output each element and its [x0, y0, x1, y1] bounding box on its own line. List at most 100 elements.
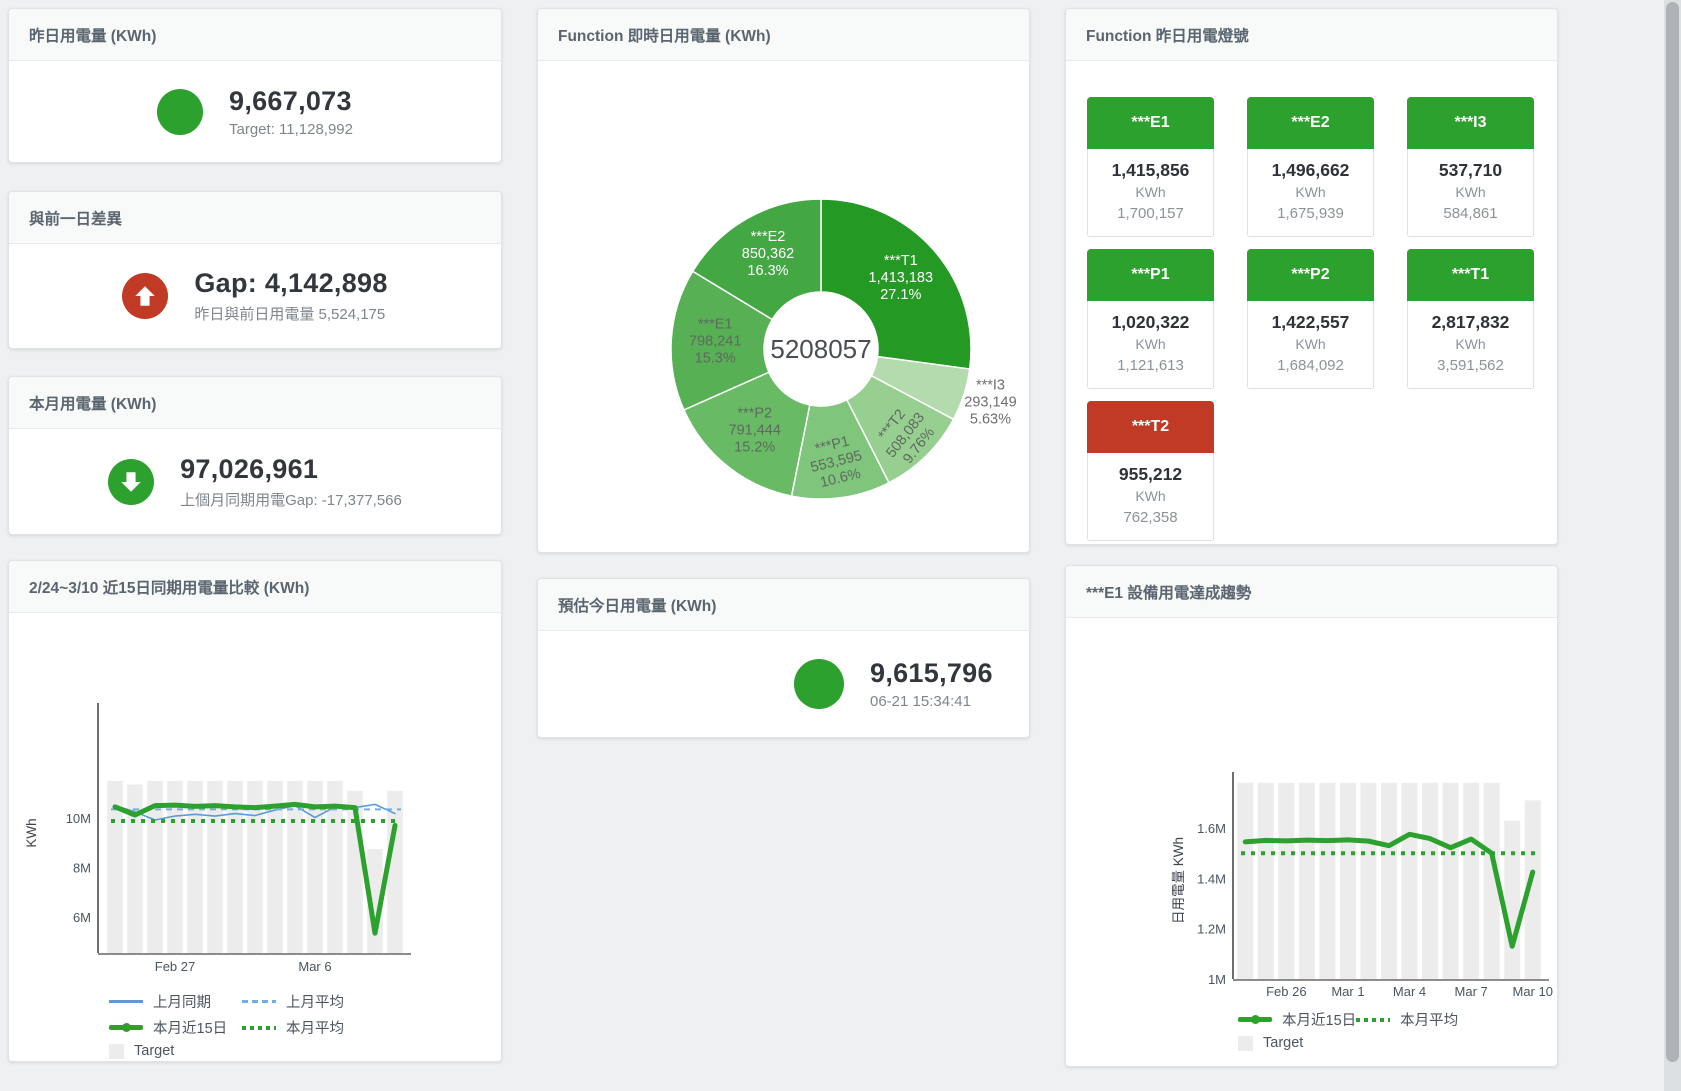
legend-entry-Target[interactable]: Target	[109, 1043, 242, 1059]
target-bar[interactable]	[1483, 782, 1500, 979]
card-title-trend: ***E1 設備用電達成趨勢	[1066, 566, 1557, 618]
vertical-scrollbar[interactable]	[1664, 0, 1681, 1091]
green-status-circle-icon	[157, 88, 203, 135]
series-line[interactable]	[1242, 831, 1536, 949]
target-bar[interactable]	[1463, 782, 1480, 979]
legend-swatch-thick-icon	[1238, 1015, 1272, 1024]
tile-unit: KWh	[1135, 488, 1166, 504]
status-tiles-grid: ***E1 1,415,856 KWh 1,700,157 ***E2 1,496,662…	[1066, 61, 1557, 541]
donut-slice-P2[interactable]	[682, 371, 811, 497]
y-tick-label: 1.4M	[1197, 871, 1226, 886]
target-bar[interactable]	[1319, 782, 1336, 979]
target-bar[interactable]	[187, 780, 203, 953]
legend-swatch-thick-icon	[109, 1023, 143, 1032]
target-bar[interactable]	[167, 780, 183, 953]
card-title-text: 2/24~3/10 近15日同期用電量比較 (KWh)	[29, 579, 310, 597]
tile-header: ***T1	[1407, 249, 1534, 301]
target-bar[interactable]	[107, 780, 123, 953]
legend-row: 上月同期 上月平均	[109, 991, 501, 1012]
status-tile-T1: ***T1 2,817,832 KWh 3,591,562	[1407, 249, 1534, 389]
legend-label: 上月同期	[153, 995, 211, 1011]
legend-label: 本月平均	[286, 1021, 344, 1037]
donut-slice-label: ***E1 798,241 15.3%	[689, 316, 741, 366]
target-bar[interactable]	[367, 848, 383, 953]
legend-entry-本月近15日[interactable]: 本月近15日	[109, 1017, 242, 1038]
estimate-timestamp: 06-21 15:34:41	[870, 693, 971, 710]
yesterday-target-caption: Target: 11,128,992	[229, 120, 353, 138]
target-bar[interactable]	[147, 780, 163, 953]
gap-value: Gap: 4,142,898	[194, 268, 388, 298]
donut-slice-E1[interactable]	[670, 270, 774, 411]
donut-slice-label: ***P2 791,444 15.2%	[729, 406, 781, 456]
target-bar[interactable]	[267, 780, 283, 953]
status-tile-I3: ***I3 537,710 KWh 584,861	[1407, 97, 1534, 237]
legend-swatch-dotted-icon	[242, 1025, 276, 1030]
target-bar[interactable]	[1524, 800, 1541, 979]
legend-row: Target	[109, 1043, 501, 1059]
target-bar[interactable]	[1278, 782, 1295, 979]
card-status-lights: Function 昨日用電燈號 ***E1 1,415,856 KWh 1,700,1…	[1065, 8, 1558, 545]
target-bar[interactable]	[127, 784, 143, 953]
scrollbar-thumb[interactable]	[1666, 2, 1679, 1062]
legend-row: 本月近15日 本月平均	[109, 1017, 501, 1038]
target-bar[interactable]	[1381, 782, 1397, 979]
card-month-usage: 本月用電量 (KWh) 97,026,961 上個月同期用電Gap: -17,3…	[8, 376, 502, 535]
gap-caption: 昨日與前日用電量 5,524,175	[194, 306, 386, 323]
donut-slice-E2[interactable]	[691, 198, 822, 321]
legend-entry-上月平均[interactable]: 上月平均	[242, 991, 375, 1012]
target-bar[interactable]	[1237, 782, 1254, 979]
tile-value: 1,422,557	[1271, 312, 1350, 332]
donut-slice-label: ***E2 850,362 16.3%	[742, 229, 794, 279]
status-tile-P2: ***P2 1,422,557 KWh 1,684,092	[1247, 249, 1374, 389]
tile-header: ***E1	[1087, 97, 1214, 149]
legend-entry-上月同期[interactable]: 上月同期	[109, 991, 242, 1012]
legend-row: Target	[1238, 1035, 1557, 1051]
target-bar[interactable]	[307, 780, 323, 953]
status-tile-E2: ***E2 1,496,662 KWh 1,675,939	[1247, 97, 1374, 237]
series-line[interactable]	[112, 801, 398, 936]
x-tick-label: Mar 10	[1512, 984, 1552, 999]
target-bar[interactable]	[327, 780, 343, 953]
card-realtime-donut: Function 即時日用電量 (KWh) ***T1 1,413,183 27.1…	[537, 8, 1030, 553]
donut-chart[interactable]: ***T1 1,413,183 27.1% ***I3 293,149 5.63% ***T…	[538, 61, 1031, 554]
target-bar[interactable]	[207, 780, 223, 953]
target-bar[interactable]	[387, 790, 403, 953]
legend-label: 上月平均	[286, 995, 344, 1011]
tile-unit: KWh	[1295, 336, 1326, 352]
tile-header: ***P1	[1087, 249, 1214, 301]
donut-slice-T1[interactable]	[820, 198, 972, 370]
target-bar[interactable]	[1339, 782, 1356, 979]
target-bar[interactable]	[1298, 782, 1315, 979]
target-bar[interactable]	[1257, 782, 1274, 979]
compare-chart-plot[interactable]: 6M 8M 10M Feb 27 Mar 6 KWh	[9, 613, 503, 985]
tile-unit: KWh	[1295, 184, 1326, 200]
legend-swatch-dashed-icon	[242, 1000, 276, 1003]
trend-chart-plot[interactable]: 1M 1.2M 1.4M 1.6M Feb 26 Mar 1 Mar 4 Mar 7 Mar 1…	[1066, 618, 1559, 1003]
y-tick-label: 10M	[66, 811, 91, 826]
donut-center-total: 5208057	[770, 334, 871, 364]
tile-header: ***P2	[1247, 249, 1374, 301]
x-tick-label: Mar 1	[1331, 984, 1364, 999]
target-bar[interactable]	[1422, 782, 1439, 979]
legend-entry-本月平均[interactable]: 本月平均	[1356, 1009, 1472, 1030]
target-bar[interactable]	[247, 780, 263, 953]
legend-entry-Target[interactable]: Target	[1238, 1035, 1354, 1051]
target-bar[interactable]	[1442, 782, 1459, 979]
target-bar[interactable]	[1401, 782, 1418, 979]
donut-slice-label: ***T2508,0839.76%	[870, 399, 942, 471]
target-bar[interactable]	[227, 780, 243, 953]
donut-slice-label: ***I3 293,149 5.63%	[964, 377, 1016, 427]
tile-body: 1,020,322 KWh 1,121,613	[1087, 301, 1214, 389]
tile-target: 762,358	[1123, 509, 1178, 526]
tile-value: 955,212	[1118, 464, 1183, 484]
legend-swatch-square-icon	[1238, 1035, 1253, 1051]
legend-entry-本月近15日[interactable]: 本月近15日	[1238, 1009, 1356, 1030]
target-bar[interactable]	[287, 780, 303, 953]
target-bar[interactable]	[1360, 782, 1377, 979]
card-title-estimate: 預估今日用電量 (KWh)	[538, 579, 1029, 631]
compare-chart-legend: 上月同期 上月平均本月近15日 本月平均 Target	[9, 991, 501, 1059]
x-tick-label: Mar 7	[1455, 984, 1488, 999]
target-bar[interactable]	[1504, 820, 1521, 979]
legend-entry-本月平均[interactable]: 本月平均	[242, 1017, 375, 1038]
